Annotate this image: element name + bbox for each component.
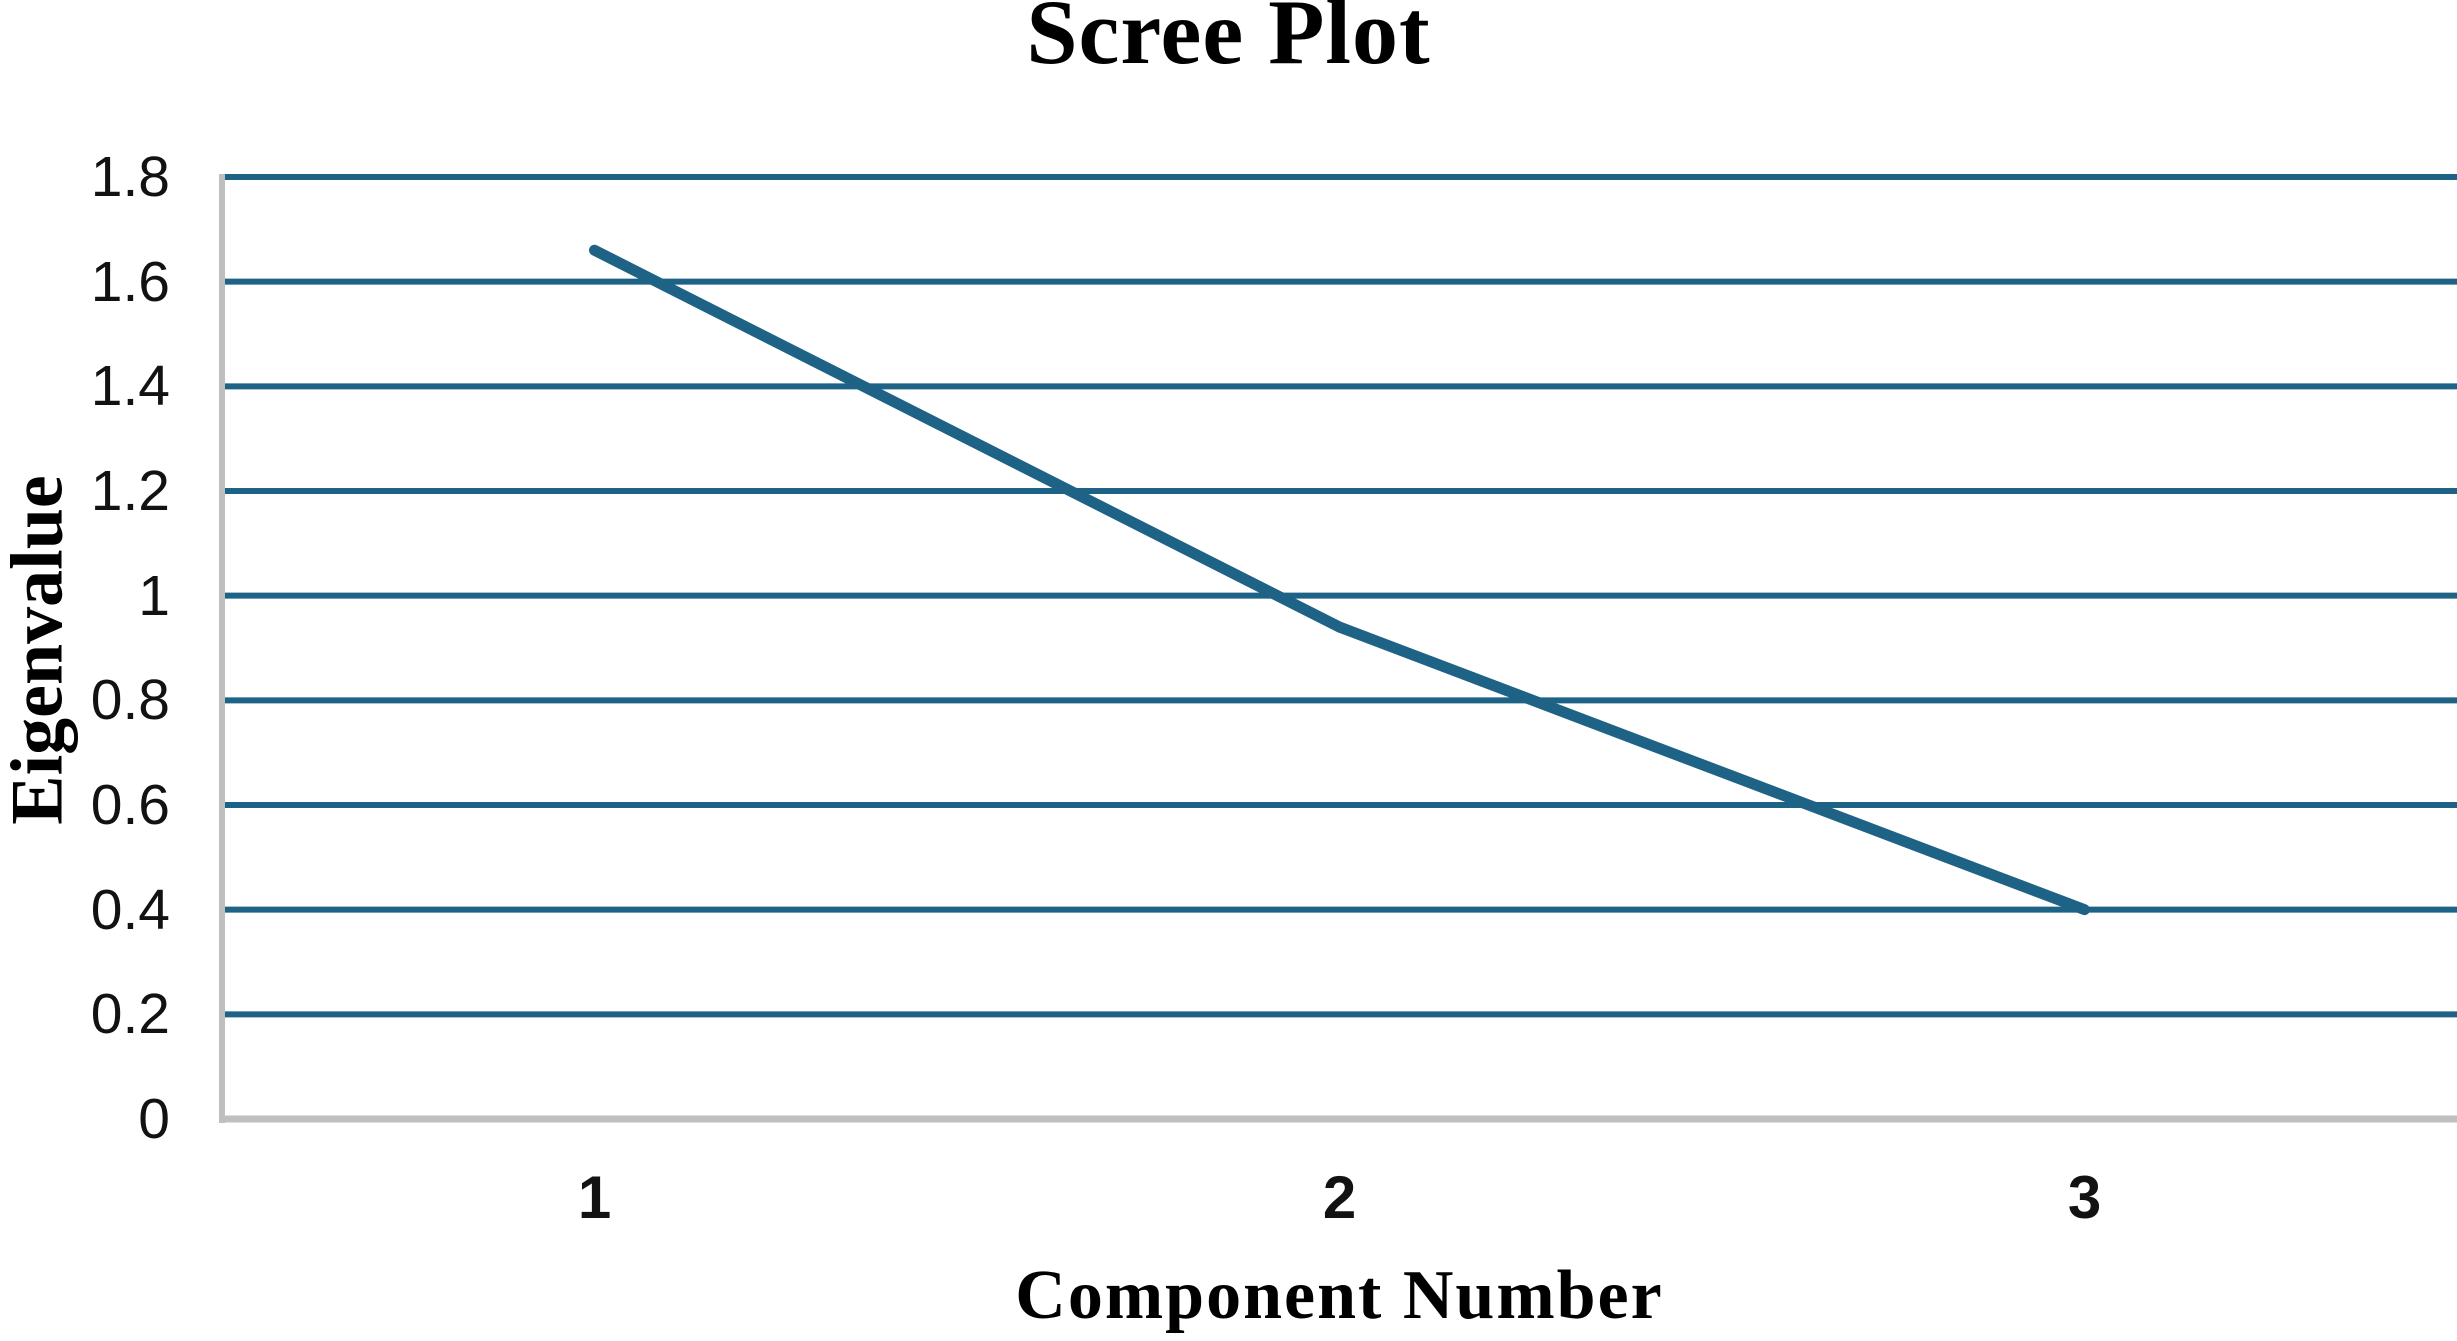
x-tick-label: 1 bbox=[577, 1164, 612, 1231]
y-tick-label: 1.8 bbox=[90, 145, 170, 209]
y-tick-label: 1.2 bbox=[90, 459, 170, 523]
y-tick-label: 1.4 bbox=[90, 354, 170, 419]
chart-title: Scree Plot bbox=[1026, 0, 1431, 83]
y-tick-label: 0.8 bbox=[90, 668, 170, 733]
y-tick-label: 1 bbox=[138, 563, 170, 628]
x-tick-label: 3 bbox=[2067, 1164, 2102, 1231]
y-tick-label: 0 bbox=[138, 1087, 170, 1151]
y-tick-label: 0.6 bbox=[90, 773, 170, 837]
y-tick-label: 0.4 bbox=[90, 877, 170, 942]
y-tick-label: 0.2 bbox=[90, 982, 170, 1047]
x-tick-label: 2 bbox=[1322, 1164, 1357, 1231]
y-tick-label: 1.6 bbox=[90, 249, 170, 314]
series-line bbox=[589, 244, 2090, 916]
x-axis-title: Component Number bbox=[1015, 1257, 1664, 1334]
